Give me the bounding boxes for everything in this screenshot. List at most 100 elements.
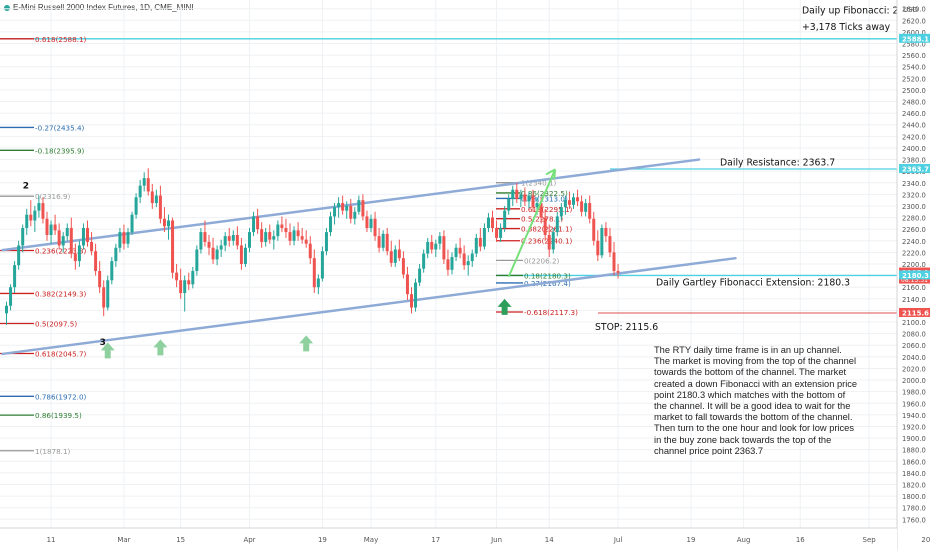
candle[interactable] bbox=[316, 274, 320, 295]
candlesticks[interactable] bbox=[5, 168, 620, 325]
candle[interactable] bbox=[268, 224, 272, 244]
candle[interactable] bbox=[616, 264, 620, 279]
candle[interactable] bbox=[555, 211, 559, 237]
candle[interactable] bbox=[239, 237, 243, 270]
candle[interactable] bbox=[106, 275, 110, 311]
candle[interactable] bbox=[122, 224, 126, 250]
candle[interactable] bbox=[393, 245, 397, 267]
candle[interactable] bbox=[57, 223, 61, 250]
candle[interactable] bbox=[329, 211, 332, 237]
candle[interactable] bbox=[478, 228, 482, 252]
candle[interactable] bbox=[9, 284, 13, 311]
candle[interactable] bbox=[349, 199, 353, 224]
candle[interactable] bbox=[21, 224, 25, 253]
candle[interactable] bbox=[118, 228, 122, 253]
candle[interactable] bbox=[65, 223, 69, 241]
candle[interactable] bbox=[438, 232, 442, 250]
candle[interactable] bbox=[584, 199, 588, 217]
price-axis[interactable]: 2640.0 2620.0 2600.0 2580.0 2560.0 2540.0 2520… bbox=[896, 0, 932, 550]
candle[interactable] bbox=[183, 275, 187, 312]
candle[interactable] bbox=[511, 185, 515, 206]
candle[interactable] bbox=[126, 228, 130, 248]
candle[interactable] bbox=[29, 200, 33, 227]
candle[interactable] bbox=[515, 182, 519, 204]
candle[interactable] bbox=[90, 232, 94, 256]
candle[interactable] bbox=[580, 195, 584, 217]
candle[interactable] bbox=[69, 217, 73, 259]
candle[interactable] bbox=[523, 187, 527, 206]
candle[interactable] bbox=[175, 264, 179, 288]
candle[interactable] bbox=[462, 245, 466, 270]
candle[interactable] bbox=[612, 241, 616, 276]
candle[interactable] bbox=[503, 205, 507, 233]
candle[interactable] bbox=[199, 228, 203, 254]
candle[interactable] bbox=[470, 249, 474, 267]
candle[interactable] bbox=[312, 249, 316, 294]
candle[interactable] bbox=[527, 191, 531, 209]
candle[interactable] bbox=[547, 224, 551, 258]
candle[interactable] bbox=[300, 228, 304, 244]
candle[interactable] bbox=[33, 205, 37, 233]
candle[interactable] bbox=[207, 234, 211, 256]
candle[interactable] bbox=[187, 272, 191, 291]
candle[interactable] bbox=[345, 201, 349, 219]
candle[interactable] bbox=[243, 243, 247, 267]
candle[interactable] bbox=[235, 226, 239, 250]
candle[interactable] bbox=[308, 236, 312, 264]
candle[interactable] bbox=[154, 189, 158, 208]
candle[interactable] bbox=[25, 208, 29, 235]
candle[interactable] bbox=[576, 189, 580, 206]
candle[interactable] bbox=[454, 243, 458, 262]
candle[interactable] bbox=[377, 228, 381, 253]
candle[interactable] bbox=[320, 246, 324, 282]
candle[interactable] bbox=[195, 245, 199, 276]
candle[interactable] bbox=[86, 220, 89, 247]
candle[interactable] bbox=[450, 252, 454, 275]
candle[interactable] bbox=[604, 222, 608, 242]
candle[interactable] bbox=[102, 280, 106, 317]
candle[interactable] bbox=[486, 212, 490, 233]
candle[interactable] bbox=[110, 257, 114, 285]
candle[interactable] bbox=[389, 240, 393, 267]
candle[interactable] bbox=[563, 195, 567, 215]
candle[interactable] bbox=[260, 222, 264, 248]
candle[interactable] bbox=[264, 228, 268, 247]
candle[interactable] bbox=[572, 193, 575, 209]
candle[interactable] bbox=[98, 261, 102, 294]
candle[interactable] bbox=[507, 194, 511, 215]
candle[interactable] bbox=[567, 191, 571, 209]
time-axis[interactable]: 11 Mar 15 Apr 19 May 17 Jun 14 Jul 19 Aug 16 Sep 20 bbox=[0, 527, 930, 550]
candle[interactable] bbox=[401, 251, 405, 279]
candle[interactable] bbox=[158, 185, 162, 224]
candle[interactable] bbox=[5, 301, 8, 325]
candle[interactable] bbox=[280, 216, 284, 233]
candle[interactable] bbox=[353, 207, 357, 225]
candle[interactable] bbox=[215, 245, 219, 266]
candle[interactable] bbox=[592, 211, 596, 246]
candle[interactable] bbox=[114, 243, 118, 267]
candle[interactable] bbox=[146, 168, 150, 196]
candle[interactable] bbox=[381, 230, 385, 252]
candle[interactable] bbox=[600, 224, 604, 259]
candle[interactable] bbox=[434, 239, 438, 258]
candle[interactable] bbox=[17, 240, 21, 270]
candle[interactable] bbox=[418, 264, 422, 287]
candle[interactable] bbox=[397, 239, 401, 262]
candle[interactable] bbox=[482, 223, 486, 250]
candle[interactable] bbox=[333, 203, 337, 225]
candle[interactable] bbox=[45, 211, 49, 241]
candle[interactable] bbox=[77, 240, 81, 267]
candle[interactable] bbox=[150, 183, 154, 209]
candle[interactable] bbox=[608, 228, 612, 258]
candle[interactable] bbox=[369, 214, 373, 233]
candle[interactable] bbox=[191, 266, 195, 289]
candle[interactable] bbox=[414, 278, 418, 312]
candle[interactable] bbox=[596, 230, 600, 262]
candle[interactable] bbox=[49, 220, 53, 244]
candle[interactable] bbox=[337, 197, 341, 218]
candle[interactable] bbox=[162, 207, 166, 233]
candle[interactable] bbox=[231, 230, 235, 246]
candle[interactable] bbox=[304, 230, 308, 248]
candle[interactable] bbox=[474, 233, 478, 258]
candle[interactable] bbox=[130, 211, 134, 235]
